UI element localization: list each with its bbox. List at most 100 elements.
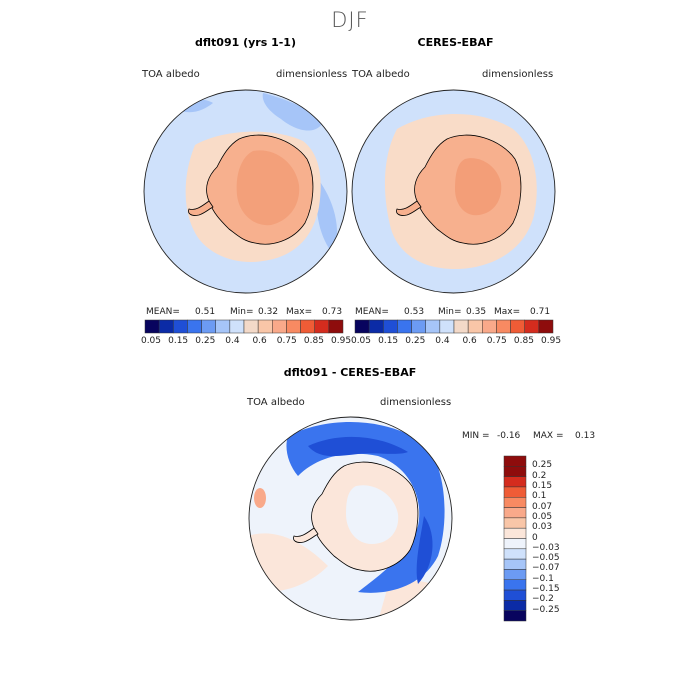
colorbar-swatch	[272, 319, 287, 334]
colorbar-swatch	[158, 319, 174, 334]
colorbar-swatch	[496, 319, 511, 334]
colorbar-swatch	[503, 600, 527, 611]
cloud-region-ne	[262, 93, 323, 131]
panel-2-colorbar-ticks: 0.05 0.15 0.25 0.4 0.6 0.75 0.85 0.95	[351, 336, 561, 348]
diff-min-label: MIN =	[462, 431, 490, 441]
colorbar-tick-label: −0.15	[532, 584, 560, 595]
colorbar-swatch	[503, 517, 527, 529]
colorbar-swatch	[503, 476, 527, 488]
panel-2-colorbar	[354, 319, 554, 334]
colorbar-swatch	[503, 466, 527, 477]
colorbar-swatch	[503, 558, 527, 570]
colorbar-tick-label: −0.25	[532, 604, 560, 615]
colorbar-tick-label: 0.25	[195, 336, 216, 346]
colorbar-swatch	[397, 319, 412, 334]
colorbar-swatch	[503, 579, 527, 591]
colorbar-tick-label: 0.15	[378, 336, 399, 346]
colorbar-tick-label: 0.75	[276, 336, 297, 346]
colorbar-tick-label: 0.95	[331, 336, 352, 346]
colorbar-tick-label: 0.85	[303, 336, 324, 346]
colorbar-swatch	[503, 486, 527, 498]
colorbar-swatch	[482, 319, 497, 334]
colorbar-tick-label: 0.4	[225, 336, 240, 346]
colorbar-swatch	[354, 319, 370, 334]
panel-1-mean-label: MEAN=	[146, 307, 180, 317]
colorbar-swatch	[503, 589, 527, 601]
colorbar-tick-label: 0.05	[532, 511, 553, 522]
panel-2-max-value: 0.71	[530, 307, 551, 317]
colorbar-swatch	[300, 319, 315, 334]
panel-2-variable-label: TOA albedo	[352, 69, 410, 80]
colorbar-swatch	[383, 319, 398, 334]
colorbar-swatch	[453, 319, 469, 334]
colorbar-tick-label: 0.6	[252, 336, 267, 346]
colorbar-swatch	[201, 319, 216, 334]
panel-2-units-label: dimensionless	[482, 69, 554, 80]
colorbar-swatch	[503, 497, 527, 508]
panel-2-min-value: 0.35	[466, 307, 487, 317]
panel-1-mean-value: 0.51	[195, 307, 216, 317]
season-title: DJF	[331, 8, 369, 32]
diff-max-value: 0.13	[575, 431, 596, 441]
colorbar-swatch	[314, 319, 330, 334]
colorbar-tick-label: 0.95	[541, 336, 562, 346]
panel-1-units-label: dimensionless	[276, 69, 348, 80]
colorbar-swatch	[368, 319, 384, 334]
colorbar-swatch	[503, 610, 527, 622]
colorbar-swatch	[173, 319, 188, 334]
panel-2-mean-value: 0.53	[404, 307, 425, 317]
colorbar-swatch	[503, 527, 527, 539]
panel-2-max-label: Max=	[494, 307, 521, 317]
colorbar-swatch	[503, 507, 527, 519]
colorbar-tick-label: 0.25	[532, 460, 553, 471]
colorbar-swatch	[467, 319, 483, 334]
colorbar-swatch	[215, 319, 231, 334]
colorbar-swatch	[503, 455, 527, 467]
diff-units-label: dimensionless	[380, 397, 452, 408]
colorbar-tick-label: 0.6	[462, 336, 477, 346]
colorbar-swatch	[510, 319, 525, 334]
high-albedo-core	[236, 150, 300, 226]
peninsula	[293, 527, 319, 543]
colorbar-swatch	[243, 319, 259, 334]
colorbar-tick-label: −0.03	[532, 542, 560, 553]
colorbar-tick-label: 0.25	[405, 336, 426, 346]
colorbar-tick-label: 0.05	[140, 336, 162, 346]
diff-variable-label: TOA albedo	[247, 397, 305, 408]
colorbar-swatch	[257, 319, 273, 334]
colorbar-swatch	[328, 319, 344, 334]
positive-bias-spot	[254, 488, 266, 508]
strong-negative-bias-n	[308, 436, 408, 457]
diff-min-value: -0.16	[497, 431, 521, 441]
panel-1-map	[143, 89, 348, 294]
colorbar-tick-label: 0.05	[350, 336, 372, 346]
panel-2-mean-label: MEAN=	[355, 307, 389, 317]
panel-1-title: dflt091 (yrs 1-1)	[195, 36, 296, 49]
diff-colorbar-ticks: 0.25 0.2 0.15 0.1 0.07 0.05 0.03 0 −0.03 −0.05 −0.…	[532, 456, 582, 621]
colorbar-tick-label: 0.07	[532, 501, 553, 512]
colorbar-swatch	[439, 319, 455, 334]
panel-1-variable-label: TOA albedo	[142, 69, 200, 80]
colorbar-swatch	[229, 319, 245, 334]
panel-1-max-label: Max=	[286, 307, 313, 317]
colorbar-tick-label: 0	[532, 532, 538, 543]
colorbar-tick-label: 0.4	[435, 336, 450, 346]
panel-1-min-label: Min=	[230, 307, 254, 317]
colorbar-swatch	[425, 319, 441, 334]
peninsula	[396, 200, 422, 216]
colorbar-tick-label: −0.2	[532, 594, 554, 605]
diff-colorbar	[503, 455, 527, 622]
colorbar-swatch	[524, 319, 540, 334]
colorbar-tick-label: 0.1	[532, 491, 547, 502]
panel-2-map	[351, 89, 556, 294]
map-frame	[248, 416, 453, 621]
high-albedo-core	[455, 158, 502, 216]
panel-1-colorbar-ticks: 0.05 0.15 0.25 0.4 0.6 0.75 0.85 0.95	[141, 336, 351, 348]
colorbar-swatch	[411, 319, 426, 334]
colorbar-tick-label: −0.1	[532, 573, 554, 584]
colorbar-tick-label: 0.15	[168, 336, 189, 346]
colorbar-swatch	[538, 319, 554, 334]
panel-2-title: CERES-EBAF	[417, 36, 494, 49]
map-frame	[143, 89, 348, 294]
colorbar-tick-label: −0.07	[532, 563, 560, 574]
